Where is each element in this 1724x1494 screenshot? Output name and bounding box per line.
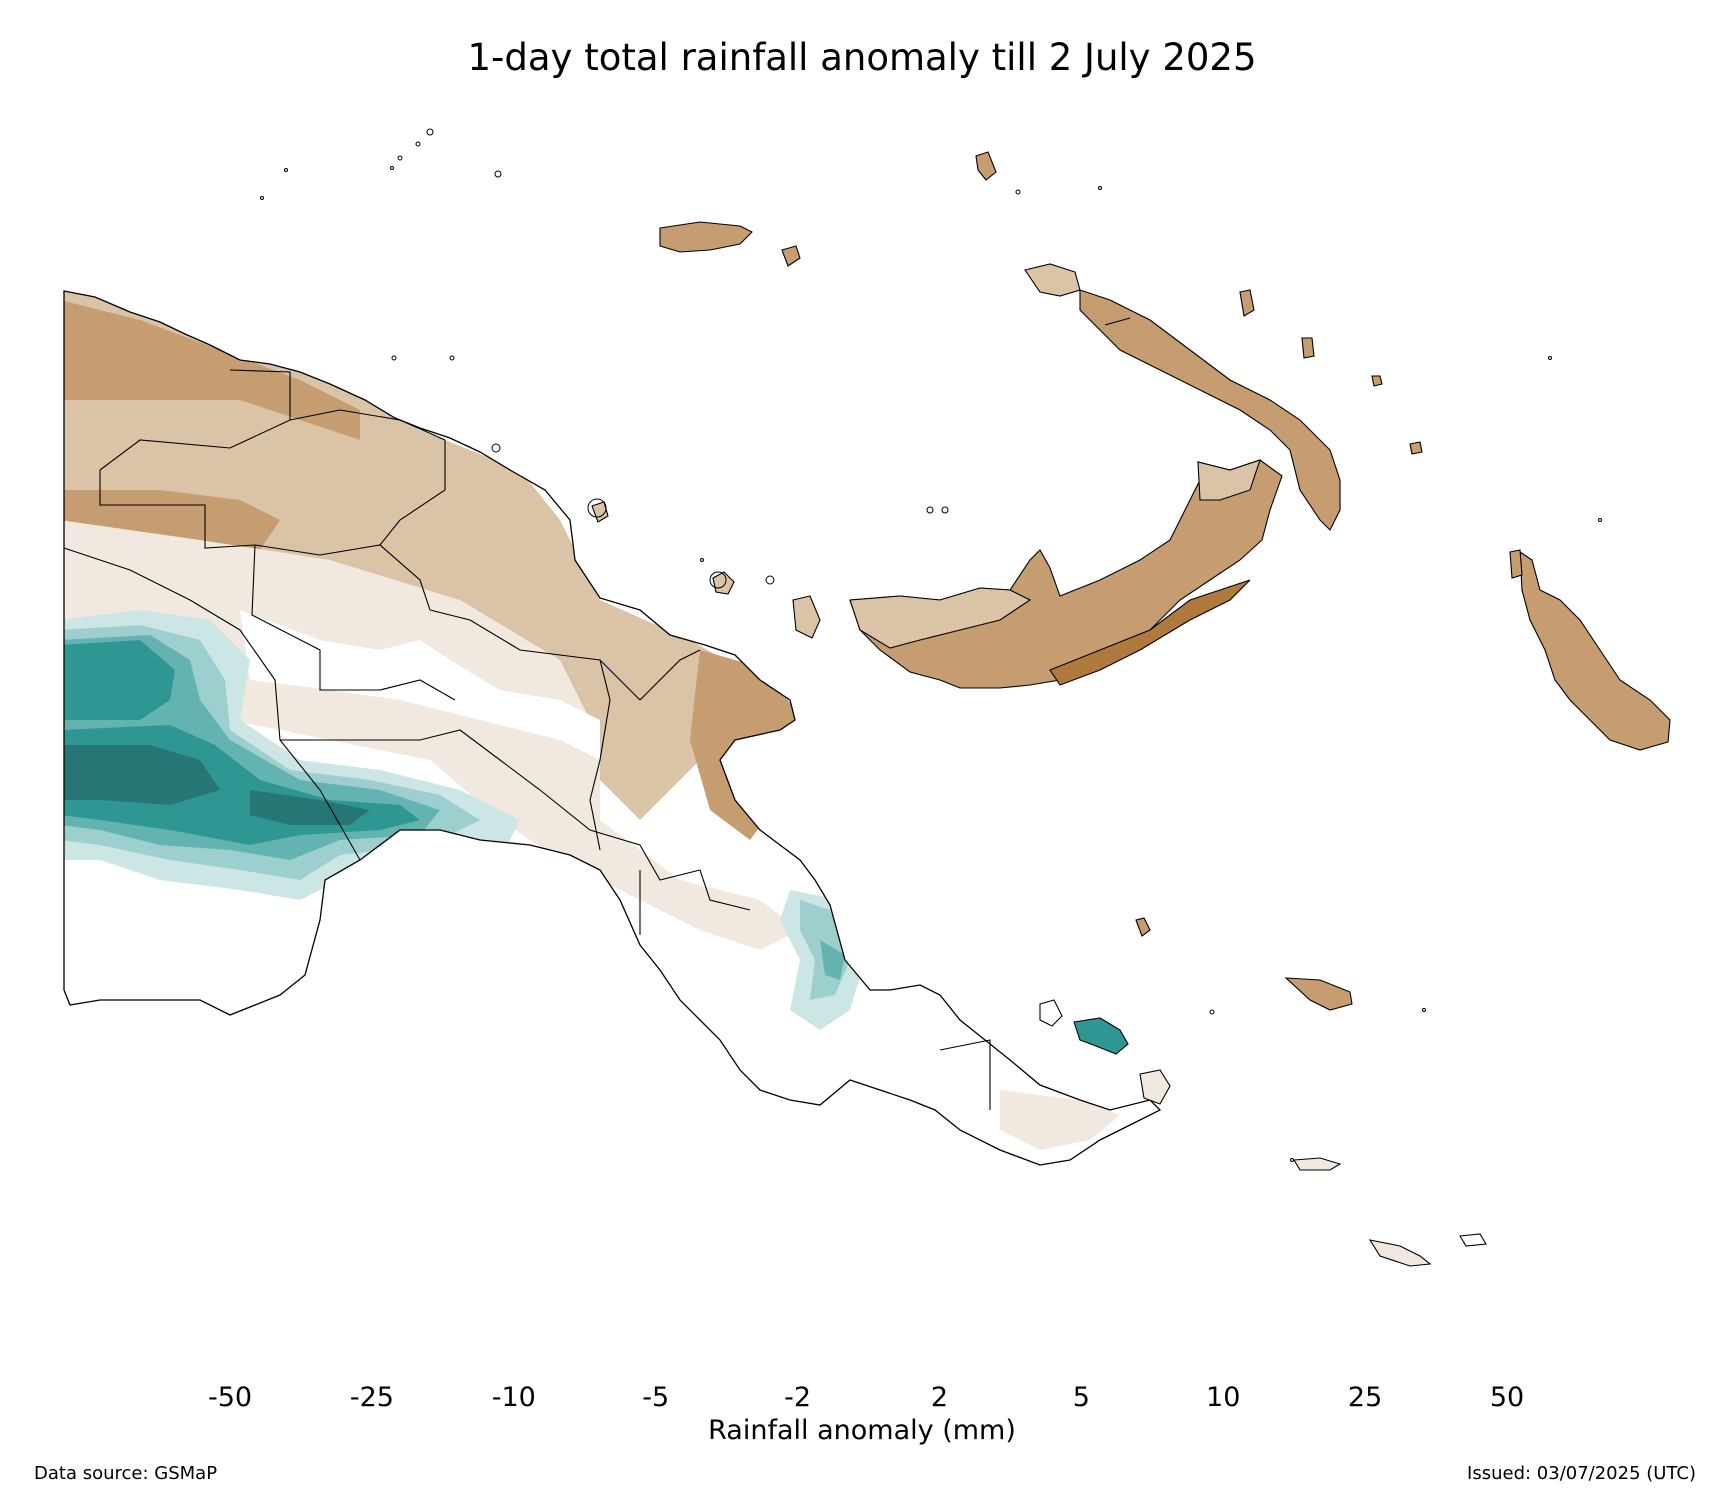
new-britain-west-dry xyxy=(849,587,1032,649)
colorbar-tick-label: -10 xyxy=(491,1382,536,1413)
goodenough-island xyxy=(1039,999,1063,1027)
province-boundaries xyxy=(63,369,991,1110)
duke-island xyxy=(1371,375,1383,387)
colorbar-tick-label: 5 xyxy=(1072,1382,1090,1413)
issued-date-text: Issued: 03/07/2025 (UTC) xyxy=(1467,1463,1696,1484)
trobriand-island xyxy=(1284,977,1353,1011)
small-islets xyxy=(260,128,1602,1162)
colorbar-tick-label: 2 xyxy=(930,1382,949,1413)
new-britain-east-dry5 xyxy=(1197,459,1261,501)
colorbar-tick-label: -50 xyxy=(207,1382,253,1413)
map-title: 1-day total rainfall anomaly till 2 July… xyxy=(467,36,1257,79)
misima-island xyxy=(1368,1239,1432,1267)
colorbar-tick-label: 25 xyxy=(1347,1382,1383,1413)
new-ireland-bay xyxy=(1104,317,1131,326)
woodlark-island xyxy=(1293,1157,1342,1171)
normanby-island xyxy=(1139,1069,1171,1105)
new-ireland xyxy=(1079,289,1341,531)
dry-zone-north-coast xyxy=(64,291,800,820)
colorbar-tick-label: 50 xyxy=(1489,1382,1525,1413)
rossel-island xyxy=(1459,1233,1487,1247)
buka-island xyxy=(1509,549,1523,579)
data-source-text: Data source: GSMaP xyxy=(34,1463,218,1484)
new-ireland-north xyxy=(1024,263,1081,297)
mussau-island xyxy=(975,151,997,181)
manus-island xyxy=(659,221,753,253)
dentrecasteaux-north xyxy=(1135,917,1151,937)
mainland-anomaly-layers xyxy=(64,291,1160,1165)
fergusson-island xyxy=(1073,1017,1129,1055)
colorbar-tick-label: -25 xyxy=(349,1382,394,1413)
lihir-island xyxy=(1239,289,1255,317)
tabar-island xyxy=(1301,337,1315,359)
new-britain-south-band xyxy=(1049,579,1251,686)
colorbar-tick-label: -2 xyxy=(784,1382,812,1413)
manus-east-islet xyxy=(781,245,801,267)
dry-zone-west xyxy=(64,300,360,440)
normal-zone-central xyxy=(240,610,600,760)
colorbar-tick-label: 10 xyxy=(1206,1382,1241,1413)
wet-zone-southwest-25 xyxy=(64,640,175,720)
feni-island xyxy=(1409,441,1423,455)
dry-zone-southeast-tip xyxy=(1000,1090,1120,1150)
long-island xyxy=(712,571,735,595)
islands xyxy=(591,151,1671,1267)
wet-zone-southwest-50b xyxy=(250,790,370,825)
bougainville xyxy=(1519,550,1671,751)
rainfall-anomaly-map xyxy=(63,128,1671,1267)
umboi-island xyxy=(792,595,821,639)
wet-zone-southwest-50 xyxy=(64,745,220,805)
colorbar-tick-label: -5 xyxy=(642,1382,670,1413)
wet-zone-east-peninsula-core xyxy=(820,940,845,980)
colorbar-label: Rainfall anomaly (mm) xyxy=(708,1415,1016,1446)
